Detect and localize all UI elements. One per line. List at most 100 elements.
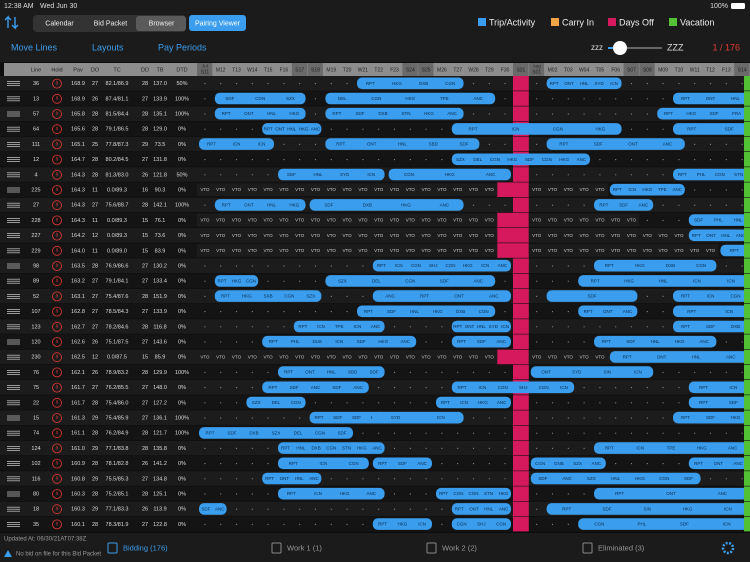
- slider-thumb[interactable]: [613, 41, 627, 55]
- trip[interactable]: [278, 168, 385, 181]
- tab[interactable]: Browser: [149, 20, 175, 27]
- trip-stop: HKG: [289, 202, 299, 207]
- trip[interactable]: [325, 138, 480, 150]
- sort-icon[interactable]: [4, 15, 19, 30]
- empty-dot: [599, 113, 601, 115]
- trip[interactable]: [594, 442, 748, 454]
- trip[interactable]: [546, 503, 748, 515]
- trip[interactable]: [546, 290, 638, 302]
- empty-dot: [267, 174, 269, 176]
- trip[interactable]: [262, 381, 369, 394]
- trip[interactable]: [246, 396, 306, 409]
- trip[interactable]: [546, 77, 622, 90]
- trip[interactable]: [372, 518, 432, 530]
- trip[interactable]: [688, 396, 748, 409]
- trip[interactable]: [451, 381, 575, 394]
- trip[interactable]: [357, 77, 464, 90]
- viewer-label[interactable]: Pairing Viewer: [195, 20, 241, 27]
- trip[interactable]: [530, 457, 606, 470]
- trip[interactable]: [688, 457, 748, 470]
- trip[interactable]: [357, 305, 496, 318]
- trip[interactable]: [578, 518, 748, 530]
- trip[interactable]: [309, 199, 464, 211]
- link[interactable]: Move Lines: [11, 42, 58, 52]
- trip[interactable]: [673, 123, 748, 135]
- trip[interactable]: [262, 335, 417, 348]
- trip[interactable]: [214, 275, 259, 287]
- trip[interactable]: [451, 335, 511, 348]
- trip[interactable]: [214, 290, 322, 302]
- vto: VTO: [406, 218, 416, 223]
- footer-tab[interactable]: Eliminated (3): [598, 543, 645, 552]
- empty-dot: [330, 295, 332, 297]
- trip[interactable]: [451, 518, 511, 530]
- trip[interactable]: [372, 457, 432, 470]
- trip[interactable]: [451, 153, 590, 166]
- footer-tab[interactable]: Work 2 (2): [442, 543, 477, 552]
- trip[interactable]: [309, 411, 385, 424]
- trip[interactable]: [451, 503, 511, 515]
- trip[interactable]: [673, 411, 748, 424]
- trip[interactable]: [278, 442, 385, 454]
- trip[interactable]: [293, 320, 385, 333]
- trip[interactable]: [594, 487, 748, 500]
- trip[interactable]: [388, 168, 511, 181]
- trip[interactable]: [530, 472, 701, 485]
- trip[interactable]: [578, 305, 638, 318]
- cell: 137.0: [153, 81, 167, 87]
- trip[interactable]: [325, 92, 496, 105]
- trip[interactable]: [372, 290, 511, 302]
- trip[interactable]: [372, 259, 511, 272]
- trip[interactable]: [278, 366, 385, 378]
- trip[interactable]: [199, 427, 353, 439]
- trip[interactable]: [214, 199, 306, 211]
- trip[interactable]: [673, 290, 748, 302]
- footer-tab[interactable]: Work 1 (1): [287, 543, 322, 552]
- trip[interactable]: [214, 92, 306, 105]
- trip[interactable]: [199, 138, 274, 150]
- trip[interactable]: [451, 123, 622, 135]
- trip[interactable]: [325, 107, 464, 120]
- trip[interactable]: [594, 335, 717, 348]
- link[interactable]: Layouts: [92, 42, 124, 52]
- trip[interactable]: [609, 351, 748, 363]
- trip[interactable]: [688, 381, 748, 394]
- tab[interactable]: Calendar: [45, 20, 74, 27]
- trip[interactable]: [262, 472, 322, 485]
- trip[interactable]: [278, 487, 385, 500]
- trip[interactable]: [451, 320, 511, 333]
- footer-tab[interactable]: Bidding (176): [123, 543, 168, 552]
- trip[interactable]: [673, 320, 748, 333]
- trip[interactable]: [673, 305, 748, 318]
- vto-bg: [449, 350, 466, 364]
- trip[interactable]: [720, 244, 748, 257]
- trip[interactable]: [436, 487, 511, 500]
- trip[interactable]: [372, 411, 464, 424]
- trip[interactable]: [657, 107, 748, 120]
- trip[interactable]: [688, 214, 748, 226]
- link[interactable]: Pay Periods: [158, 42, 207, 52]
- trip[interactable]: [594, 259, 717, 272]
- settings-icon[interactable]: [721, 541, 735, 555]
- trip[interactable]: [609, 183, 685, 196]
- trip[interactable]: [278, 457, 369, 470]
- empty-dot: [646, 159, 648, 161]
- trip[interactable]: [199, 503, 227, 515]
- trip[interactable]: [594, 199, 654, 211]
- trip[interactable]: [436, 396, 511, 409]
- day-label: S14: [738, 67, 747, 73]
- trip[interactable]: [546, 138, 685, 150]
- trip[interactable]: [673, 168, 748, 181]
- empty-dot: [425, 341, 427, 343]
- trip[interactable]: [530, 366, 654, 378]
- trip[interactable]: [673, 92, 748, 105]
- trip[interactable]: [214, 107, 306, 120]
- viewer-button[interactable]: [189, 15, 246, 31]
- trip-stop: DXB: [311, 446, 320, 451]
- trip[interactable]: [325, 275, 496, 287]
- tab[interactable]: Bid Packet: [94, 20, 128, 27]
- empty-dot: [536, 143, 538, 145]
- trip[interactable]: [688, 229, 748, 242]
- trip[interactable]: [578, 275, 748, 287]
- trip[interactable]: [262, 123, 322, 135]
